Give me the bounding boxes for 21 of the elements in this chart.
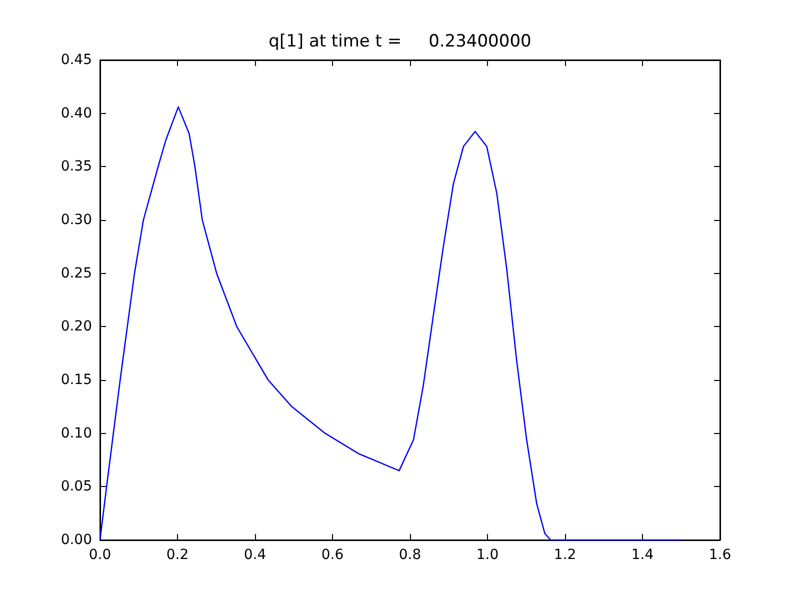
x-tick-label: 0.0 xyxy=(88,547,112,563)
line-series xyxy=(99,106,682,541)
y-tick-label: 0.30 xyxy=(60,212,92,228)
x-tick-label: 1.0 xyxy=(476,547,499,563)
y-tick-label: 0.05 xyxy=(60,478,92,495)
y-tick-label: 0.10 xyxy=(60,425,92,442)
y-tick-label: 0.45 xyxy=(60,52,92,68)
y-tick-label: 0.15 xyxy=(60,372,92,388)
x-tick-label: 1.2 xyxy=(554,547,576,563)
x-tick-label: 1.6 xyxy=(708,547,732,563)
x-tick-label: 0.6 xyxy=(321,547,344,563)
y-tick-label: 0.40 xyxy=(60,105,92,122)
y-tick-label: 0.25 xyxy=(60,265,92,282)
chart-title: q[1] at time t = 0.23400000 xyxy=(268,32,532,52)
x-tick-label: 0.4 xyxy=(244,547,266,563)
y-tick-label: 0.20 xyxy=(60,318,92,335)
y-tick-label: 0.35 xyxy=(60,158,92,175)
x-tick-label: 0.8 xyxy=(398,547,422,563)
y-tick-label: 0.00 xyxy=(60,532,92,548)
x-tick-label: 0.2 xyxy=(166,547,189,563)
x-tick-label: 1.4 xyxy=(631,547,654,563)
